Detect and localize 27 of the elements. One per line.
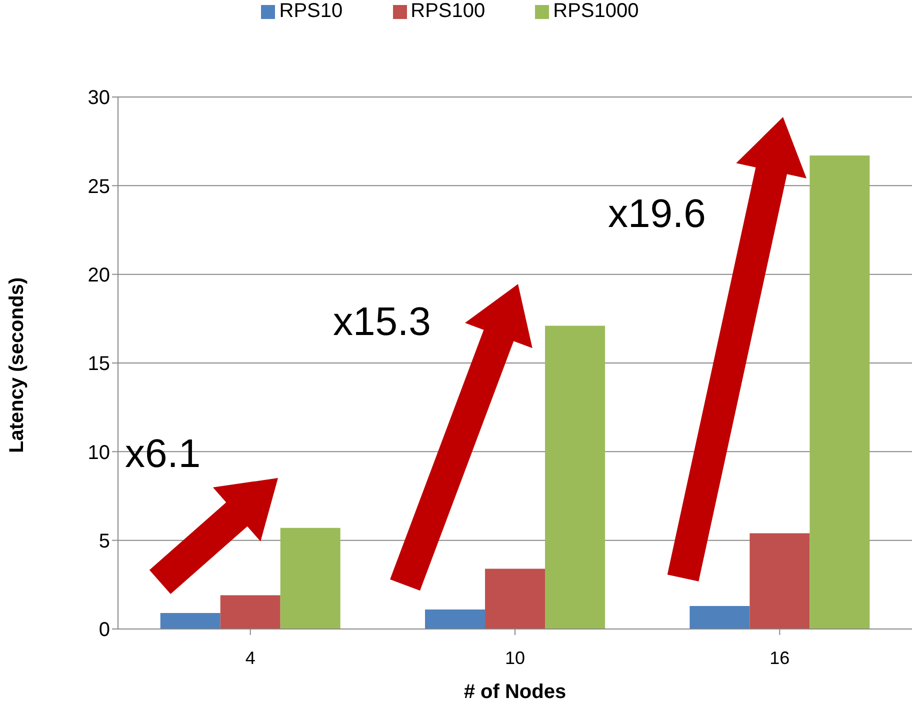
bar <box>280 528 340 629</box>
y-tick-label: 0 <box>98 619 110 642</box>
annotation: x6.1 <box>125 432 201 476</box>
bar <box>485 568 546 629</box>
annotation: x15.3 <box>333 300 431 344</box>
bar <box>220 595 280 629</box>
y-tick-label: 5 <box>98 530 110 552</box>
y-tick-label: 10 <box>88 442 110 464</box>
bar <box>690 606 750 629</box>
y-tick-label: 25 <box>88 176 110 198</box>
bar <box>545 326 606 629</box>
legend-label: RPS100 <box>410 0 486 22</box>
x-tick-label: 10 <box>504 648 526 668</box>
bar <box>425 609 486 629</box>
x-axis-title: # of Nodes <box>464 681 566 703</box>
bar <box>750 533 810 629</box>
x-tick-label: 4 <box>245 648 256 668</box>
y-tick-label: 15 <box>88 353 110 376</box>
bar <box>160 613 220 629</box>
y-tick-label: 20 <box>88 264 110 286</box>
y-axis-title: Latency (seconds) <box>6 277 28 453</box>
y-tick-label: 30 <box>88 87 110 110</box>
x-tick-label: 16 <box>770 648 790 668</box>
annotation: x19.6 <box>608 192 706 236</box>
legend-label: RPS1000 <box>553 0 639 22</box>
legend-label: RPS10 <box>279 0 343 22</box>
bar <box>810 156 870 629</box>
